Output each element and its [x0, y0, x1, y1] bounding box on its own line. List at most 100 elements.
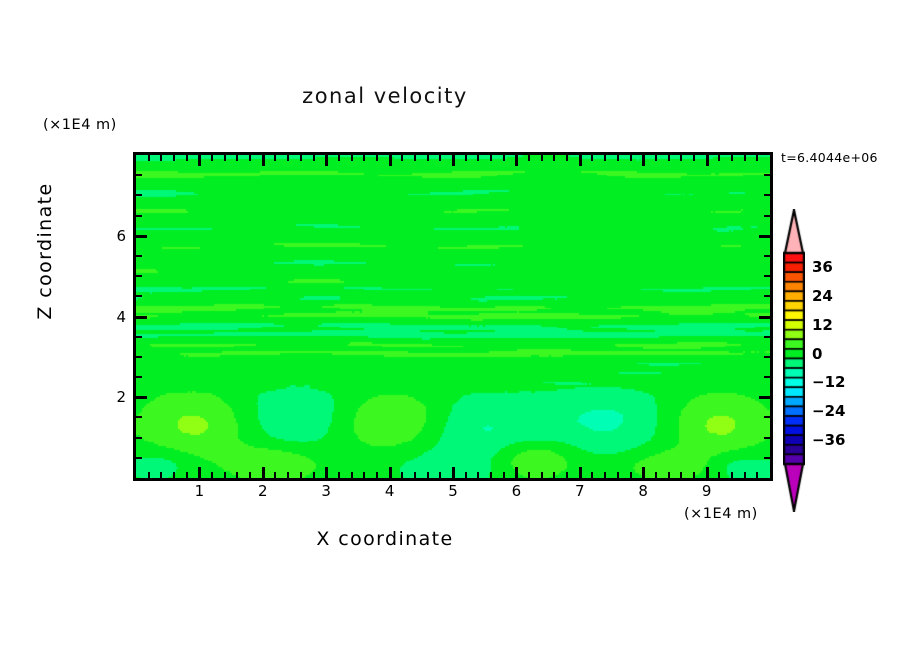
tick-x-minor-top [211, 155, 214, 161]
tick-x-minor [299, 472, 302, 478]
tick-x-minor [667, 472, 670, 478]
tick-label-y: 6 [116, 226, 126, 245]
page-title: zonal velocity [302, 84, 468, 108]
tick-x-minor [375, 472, 378, 478]
tick-x-minor [604, 472, 607, 478]
tick-y-minor [136, 214, 142, 217]
tick-x-minor-top [680, 155, 683, 161]
tick-x-minor [223, 472, 226, 478]
tick-x-minor-top [553, 155, 556, 161]
tick-x-minor-top [249, 155, 252, 161]
tick-y-minor-right [764, 194, 770, 197]
tick-x-minor-top [654, 155, 657, 161]
tick-y-minor [136, 376, 142, 379]
tick-y-minor-right [759, 234, 770, 238]
colorbar-tick-label: 24 [812, 287, 833, 306]
tick-x-minor [173, 472, 176, 478]
tick-x-minor-top [692, 155, 695, 161]
tick-y-minor-right [764, 214, 770, 217]
tick-y-minor [136, 174, 142, 177]
tick-x-minor [540, 472, 543, 478]
tick-x-minor [413, 472, 416, 478]
tick-y-minor-right [764, 174, 770, 177]
tick-x-minor [464, 472, 467, 478]
tick-x-minor [718, 472, 721, 478]
tick-y-minor-right [764, 335, 770, 338]
y-axis-unit-label: (×1E4 m) [43, 117, 117, 133]
tick-x-minor [147, 472, 150, 478]
tick-y-minor-right [764, 436, 770, 439]
tick-x-minor [401, 472, 404, 478]
tick-label-x: 5 [448, 482, 458, 500]
tick-x-minor-top [490, 155, 493, 161]
colorbar-gradient [783, 209, 805, 512]
tick-x-minor-top [464, 155, 467, 161]
tick-x-minor [578, 467, 582, 478]
colorbar-tick-label: 12 [812, 315, 833, 334]
tick-x-minor-top [566, 155, 569, 161]
tick-x-minor-top [667, 155, 670, 161]
tick-x-minor [654, 472, 657, 478]
tick-x-minor [692, 472, 695, 478]
tick-x-minor [439, 472, 442, 478]
tick-x-minor [730, 472, 733, 478]
tick-x-minor-top [578, 155, 582, 166]
tick-x-minor [680, 472, 683, 478]
tick-x-minor [756, 472, 759, 478]
y-axis-title: Z coordinate [34, 182, 56, 320]
tick-x-minor-top [160, 155, 163, 161]
tick-x-minor-top [540, 155, 543, 161]
tick-label-x: 9 [701, 482, 712, 500]
tick-x-minor [452, 467, 455, 478]
tick-x-minor [363, 472, 366, 478]
tick-x-minor [287, 472, 290, 478]
tick-x-minor [553, 472, 556, 478]
tick-y-minor-right [759, 396, 770, 400]
x-axis-unit-label: (×1E4 m) [684, 506, 758, 522]
tick-x-minor-top [401, 155, 404, 161]
tick-x-minor-top [350, 155, 353, 161]
tick-x-minor [312, 472, 315, 478]
tick-x-minor-top [477, 155, 480, 161]
tick-label-x: 1 [194, 482, 205, 500]
tick-y-minor [136, 436, 142, 439]
tick-x-minor [350, 472, 353, 478]
colorbar-tick-label: 0 [812, 344, 823, 363]
tick-x-minor-top [147, 155, 150, 161]
tick-x-minor-top [743, 155, 746, 161]
tick-x-minor-top [173, 155, 176, 161]
timestamp-annotation: t=6.4044e+06 [781, 150, 878, 165]
tick-x-minor-top [705, 155, 709, 166]
tick-x-minor [502, 472, 505, 478]
tick-y-minor-right [764, 275, 770, 278]
tick-y-minor [136, 355, 142, 358]
tick-x-minor-top [325, 155, 329, 166]
tick-x-minor-top [718, 155, 721, 161]
tick-x-minor-top [591, 155, 594, 161]
tick-y-minor [136, 416, 142, 419]
tick-x-minor-top [274, 155, 277, 161]
tick-y-minor [136, 295, 142, 298]
tick-x-minor [528, 472, 531, 478]
tick-x-minor-top [515, 155, 519, 166]
tick-y-minor-right [764, 295, 770, 298]
tick-x-minor [490, 472, 493, 478]
tick-x-minor-top [426, 155, 429, 161]
tick-x-minor-top [730, 155, 733, 161]
tick-y-minor-right [764, 376, 770, 379]
tick-x-minor-top [198, 155, 202, 166]
tick-x-minor-top [363, 155, 366, 161]
contour-plot-area [133, 152, 773, 481]
tick-x-minor-top [375, 155, 378, 161]
tick-y-minor-right [764, 456, 770, 459]
tick-y-minor-right [759, 315, 770, 319]
contour-field [136, 155, 770, 478]
tick-x-minor [236, 472, 239, 478]
tick-y-minor [136, 254, 142, 257]
tick-x-minor-top [287, 155, 290, 161]
tick-y-minor [136, 194, 142, 197]
x-axis-title: X coordinate [316, 528, 454, 550]
tick-label-x: 6 [511, 482, 522, 500]
colorbar [783, 209, 805, 512]
